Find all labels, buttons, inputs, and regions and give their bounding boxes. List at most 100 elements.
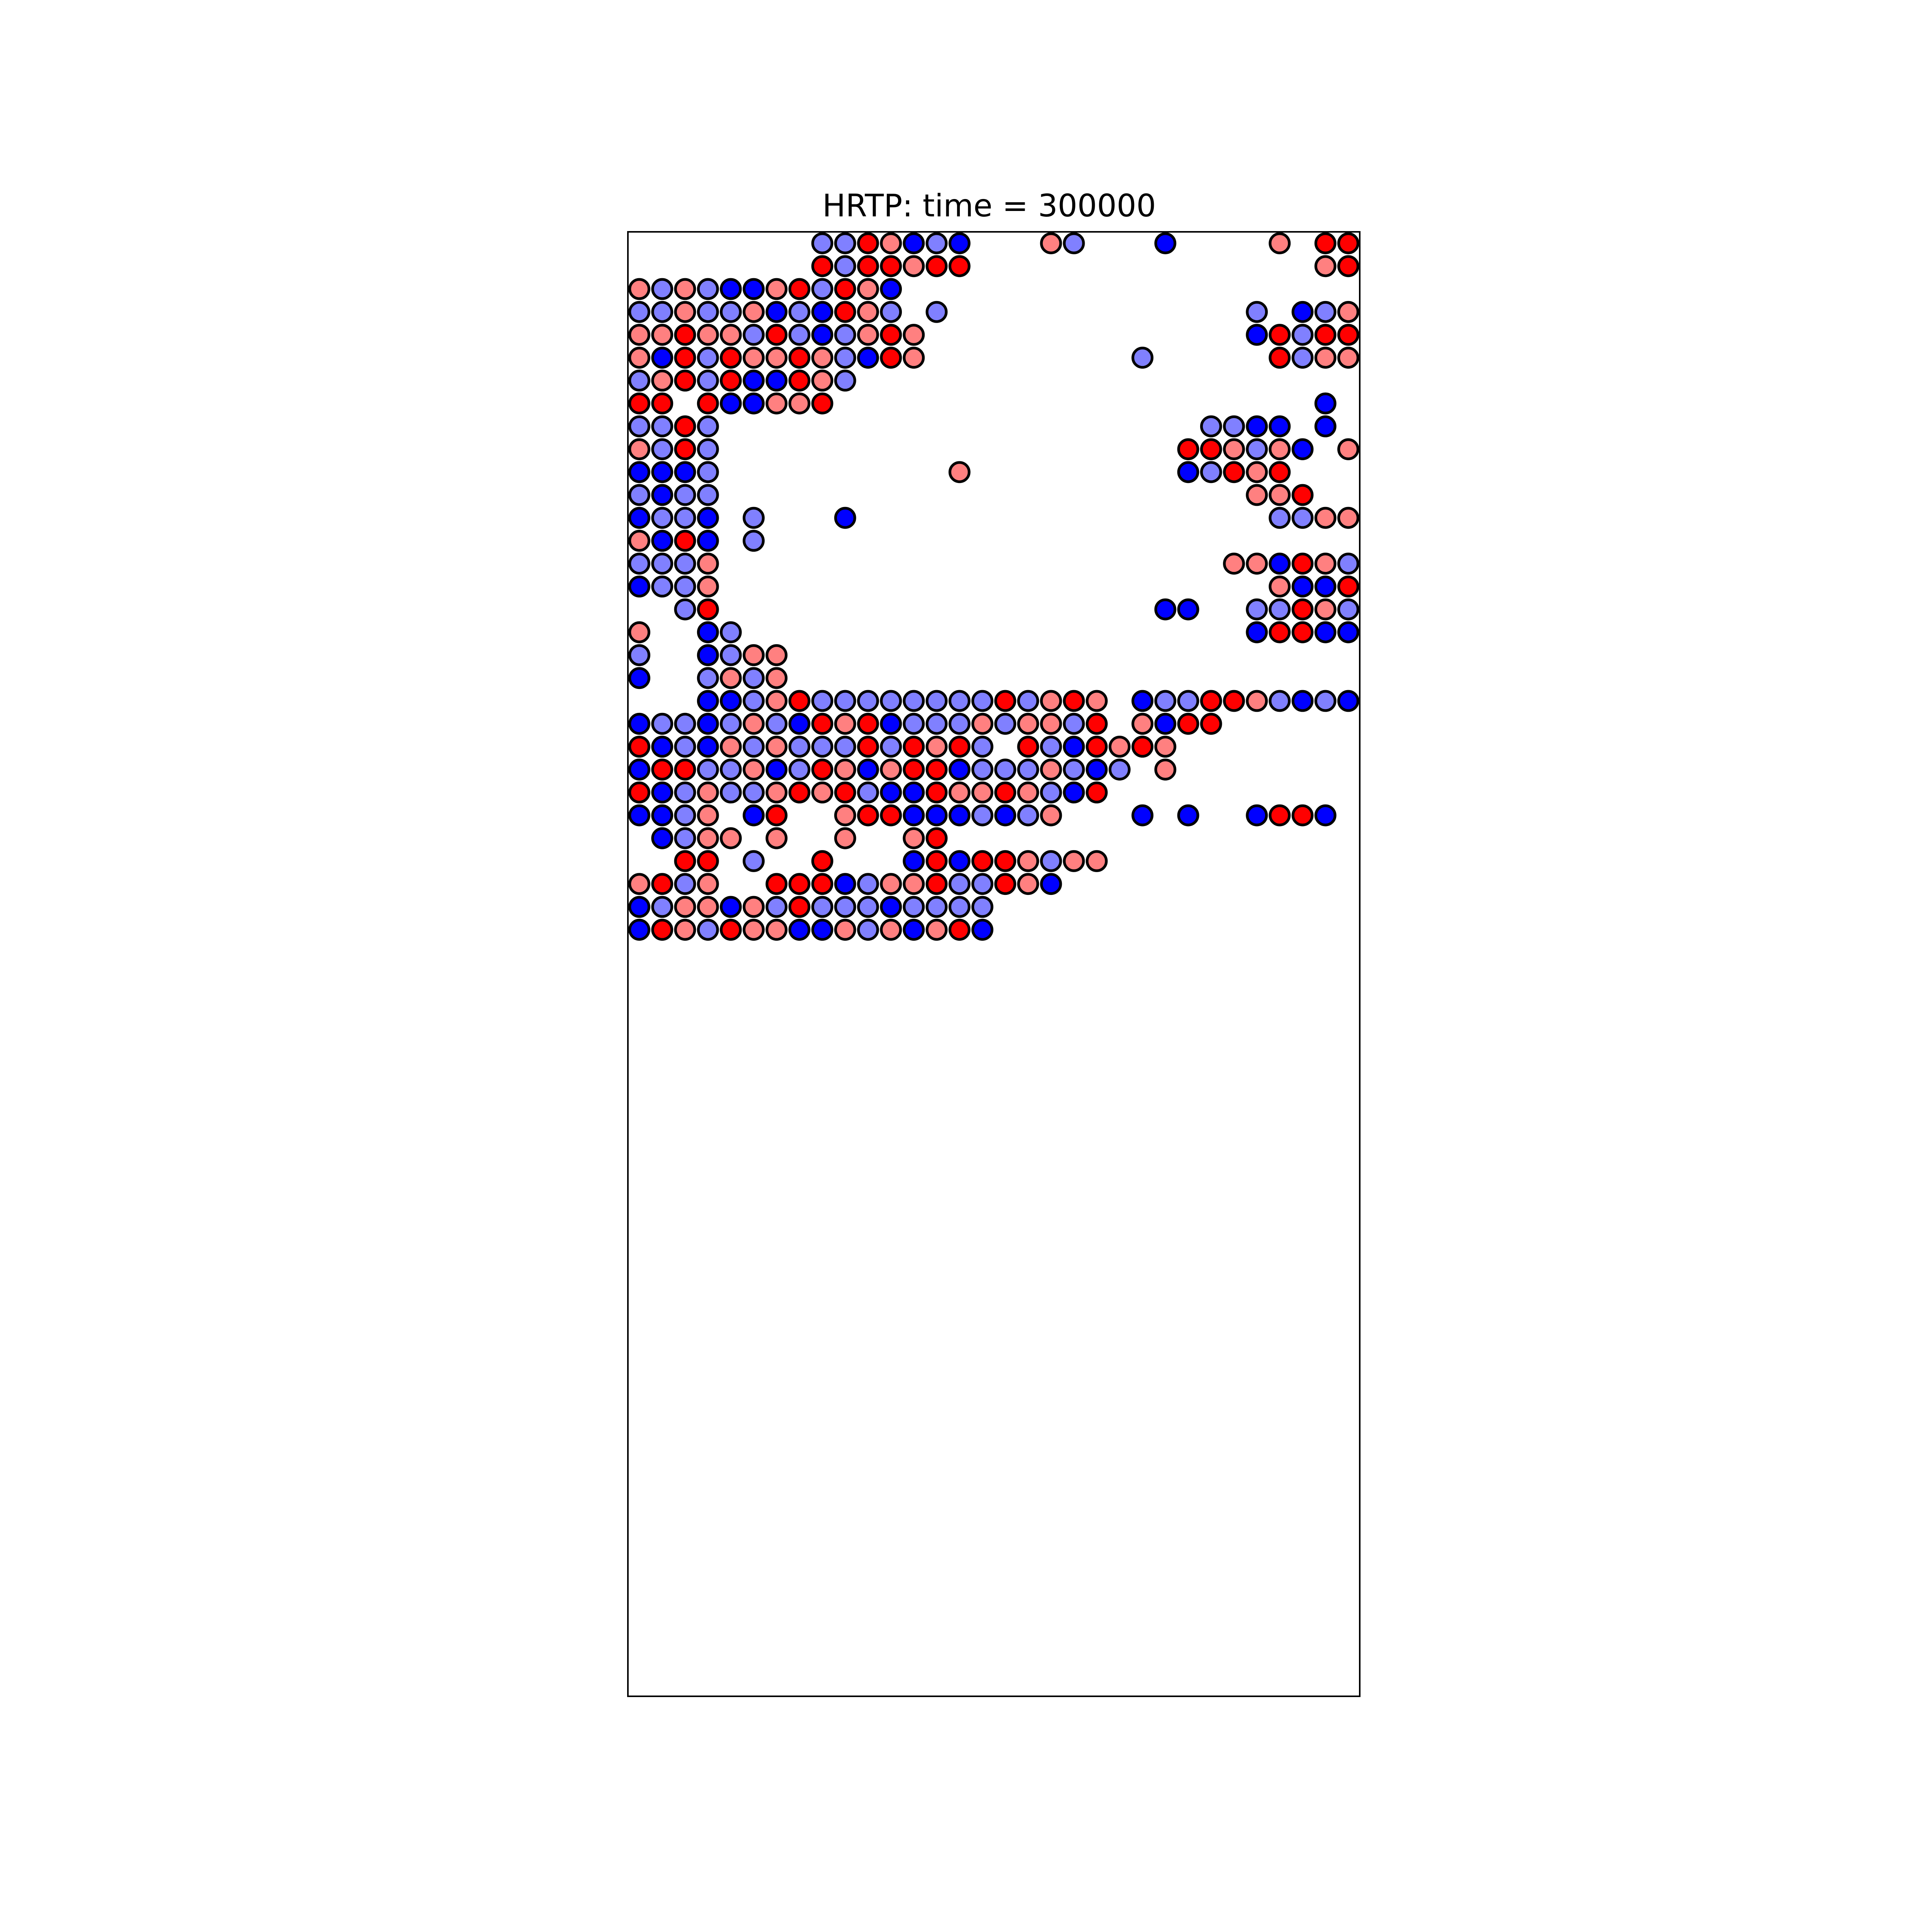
lattice-site (674, 484, 696, 506)
lattice-site (628, 507, 650, 529)
lattice-site (697, 850, 719, 872)
lattice-site (697, 896, 719, 918)
lattice-site (1314, 324, 1337, 346)
lattice-site (743, 713, 765, 735)
lattice-site (1040, 713, 1062, 735)
lattice-site (857, 301, 879, 323)
lattice-site (925, 781, 948, 804)
lattice-site (674, 850, 696, 872)
lattice-site (834, 278, 856, 300)
lattice-site (719, 713, 742, 735)
lattice-site (697, 530, 719, 552)
lattice-site (788, 369, 811, 392)
lattice-site (1085, 713, 1108, 735)
lattice-site (743, 507, 765, 529)
lattice-site (651, 575, 673, 598)
lattice-site (1154, 759, 1177, 781)
lattice-site (811, 392, 833, 415)
lattice-site (628, 461, 650, 483)
lattice-site (1291, 438, 1314, 460)
lattice-site (1017, 804, 1039, 827)
lattice-site (765, 759, 788, 781)
lattice-site (719, 369, 742, 392)
lattice-site (765, 667, 788, 689)
lattice-site (925, 827, 948, 849)
lattice-site (651, 507, 673, 529)
lattice-site (765, 690, 788, 712)
lattice-site (1017, 873, 1039, 895)
lattice-site (765, 347, 788, 369)
lattice-site (1040, 690, 1062, 712)
lattice-site (948, 918, 971, 941)
lattice-site (834, 255, 856, 277)
lattice-site (651, 804, 673, 827)
lattice-site (697, 621, 719, 643)
lattice-site (1085, 690, 1108, 712)
lattice-site (697, 781, 719, 804)
lattice-site (674, 873, 696, 895)
lattice-site (1314, 553, 1337, 575)
lattice-site (948, 873, 971, 895)
lattice-site (1223, 461, 1245, 483)
lattice-site (788, 324, 811, 346)
lattice-site (971, 850, 993, 872)
lattice-site (857, 759, 879, 781)
lattice-site (880, 759, 902, 781)
lattice-site (1269, 347, 1291, 369)
lattice-site (1063, 232, 1085, 254)
lattice-site (1269, 484, 1291, 506)
lattice-site (994, 873, 1017, 895)
lattice-site (719, 278, 742, 300)
lattice-site (903, 759, 925, 781)
lattice-site (674, 553, 696, 575)
lattice-site (719, 324, 742, 346)
lattice-site (925, 759, 948, 781)
lattice-site (1131, 713, 1154, 735)
lattice-site (697, 438, 719, 460)
lattice-site (765, 918, 788, 941)
lattice-site (674, 804, 696, 827)
lattice-site (948, 850, 971, 872)
lattice-site (903, 347, 925, 369)
lattice-site (651, 369, 673, 392)
lattice-site (1200, 690, 1222, 712)
lattice-site (719, 644, 742, 666)
lattice-site (925, 850, 948, 872)
lattice-site (1291, 690, 1314, 712)
lattice-site (948, 736, 971, 758)
lattice-site (1314, 415, 1337, 437)
lattice-site (1154, 690, 1177, 712)
lattice-site (880, 804, 902, 827)
lattice-site (1337, 255, 1359, 277)
lattice-site (925, 255, 948, 277)
lattice-site (834, 690, 856, 712)
lattice-site (971, 804, 993, 827)
lattice-site (857, 896, 879, 918)
lattice-site (1017, 690, 1039, 712)
lattice-site (765, 324, 788, 346)
lattice-site (674, 736, 696, 758)
lattice-site (651, 896, 673, 918)
lattice-site (651, 324, 673, 346)
lattice-site (628, 369, 650, 392)
lattice-site (788, 736, 811, 758)
lattice-site (857, 781, 879, 804)
lattice-site (811, 690, 833, 712)
lattice-site (1337, 507, 1359, 529)
lattice-site (1085, 781, 1108, 804)
lattice-site (1200, 415, 1222, 437)
lattice-site (1085, 759, 1108, 781)
lattice-site (903, 736, 925, 758)
lattice-site (788, 392, 811, 415)
lattice-site (1291, 324, 1314, 346)
lattice-site (674, 713, 696, 735)
lattice-site (811, 896, 833, 918)
lattice-site (1291, 347, 1314, 369)
lattice-site (1040, 736, 1062, 758)
lattice-site (743, 301, 765, 323)
lattice-site (948, 461, 971, 483)
lattice-site (1269, 438, 1291, 460)
lattice-site (765, 369, 788, 392)
lattice-site (1177, 690, 1199, 712)
lattice-site (834, 759, 856, 781)
